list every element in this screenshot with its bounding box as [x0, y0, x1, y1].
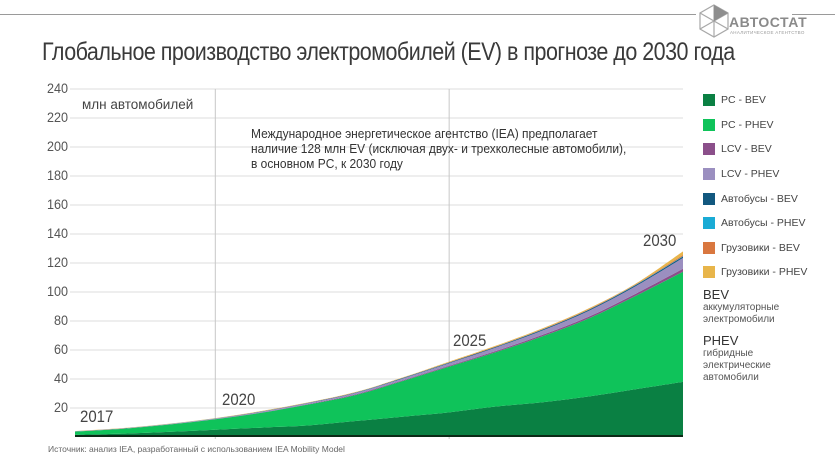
legend-label: LCV - BEV [721, 143, 772, 156]
y-tick-label: 180 [46, 167, 68, 183]
year-label-2020: 2020 [222, 390, 256, 409]
legend-swatch [703, 241, 715, 254]
legend-swatch [703, 168, 715, 181]
year-label-2030: 2030 [643, 231, 677, 250]
y-tick-label: 140 [46, 225, 68, 241]
legend-item-pc-phev: PC - PHEV [703, 113, 807, 138]
legend-swatch [703, 143, 715, 156]
legend-label: PC - PHEV [721, 118, 774, 131]
chart-title: Глобальное производство электромобилей (… [42, 38, 735, 66]
y-tick-label: 100 [46, 283, 68, 299]
annotation-line: Международное энергетическое агентство (… [251, 126, 598, 141]
header-rule-left [0, 14, 696, 15]
y-tick-label: 160 [46, 196, 68, 212]
legend-item-lcv-phev: LCV - PHEV [703, 162, 807, 187]
definition-line: электрические [703, 360, 771, 371]
legend-label: Автобусы - PHEV [721, 217, 806, 230]
legend-swatch [703, 217, 715, 230]
definition-line: автомобили [703, 372, 759, 383]
logo-text: АВТОСТАТ [729, 14, 808, 30]
legend-item-bus-bev: Автобусы - BEV [703, 186, 807, 211]
chart-annotation: Международное энергетическое агентство (… [251, 126, 626, 171]
definition-line: электромобили [703, 314, 775, 325]
y-axis-unit-label: млн автомобилей [82, 97, 194, 112]
y-tick-label: 40 [53, 370, 68, 386]
legend-swatch [703, 192, 715, 205]
year-label-2017: 2017 [80, 407, 114, 426]
legend-label: Грузовики - BEV [721, 241, 800, 254]
header-rule-right [792, 14, 835, 15]
annotation-line: наличие 128 млн EV (исключая двух- и тре… [251, 141, 627, 156]
legend-item-truck-phev: Грузовики - PHEV [703, 260, 807, 285]
definition-term-phev: PHEV [703, 333, 739, 348]
avtostat-logo-icon [699, 4, 729, 38]
legend-swatch [703, 94, 715, 107]
legend-swatch [703, 266, 715, 279]
y-tick-label: 220 [46, 109, 68, 125]
chart-legend: PC - BEV PC - PHEV LCV - BEV LCV - PHEV … [703, 88, 807, 285]
area-pc---phev [75, 271, 683, 435]
legend-item-lcv-bev: LCV - BEV [703, 137, 807, 162]
y-tick-label: 60 [53, 341, 68, 357]
y-tick-label: 80 [53, 312, 68, 328]
legend-label: Автобусы - BEV [721, 192, 798, 205]
definition-line: аккумуляторные [703, 302, 780, 313]
abbreviation-definitions: BEV аккумуляторные электромобили PHEV ги… [703, 288, 779, 392]
definition-line: гибридные [703, 348, 754, 359]
y-tick-label: 120 [46, 254, 68, 270]
y-tick-label: 240 [46, 80, 68, 96]
area-pc---bev [75, 381, 683, 437]
legend-item-truck-bev: Грузовики - BEV [703, 236, 807, 261]
definition-desc-phev: гибридные электрические автомобили [703, 348, 779, 384]
definition-term-bev: BEV [703, 287, 730, 302]
definition-desc-bev: аккумуляторные электромобили [703, 302, 779, 326]
legend-swatch [703, 118, 715, 131]
annotation-line: в основном PC, к 2030 году [251, 156, 403, 171]
chart-areas [75, 251, 683, 437]
legend-label: PC - BEV [721, 94, 766, 107]
y-tick-label: 200 [46, 138, 68, 154]
legend-label: Грузовики - PHEV [721, 266, 808, 279]
source-note: Источник: анализ IEA, разработанный с ис… [48, 444, 345, 454]
legend-label: LCV - PHEV [721, 168, 780, 181]
legend-item-bus-phev: Автобусы - PHEV [703, 211, 807, 236]
logo-subtitle: АНАЛИТИЧЕСКОЕ АГЕНТСТВО [730, 30, 805, 35]
year-label-2025: 2025 [453, 331, 487, 350]
y-tick-label: 20 [53, 399, 68, 415]
legend-item-pc-bev: PC - BEV [703, 88, 807, 113]
